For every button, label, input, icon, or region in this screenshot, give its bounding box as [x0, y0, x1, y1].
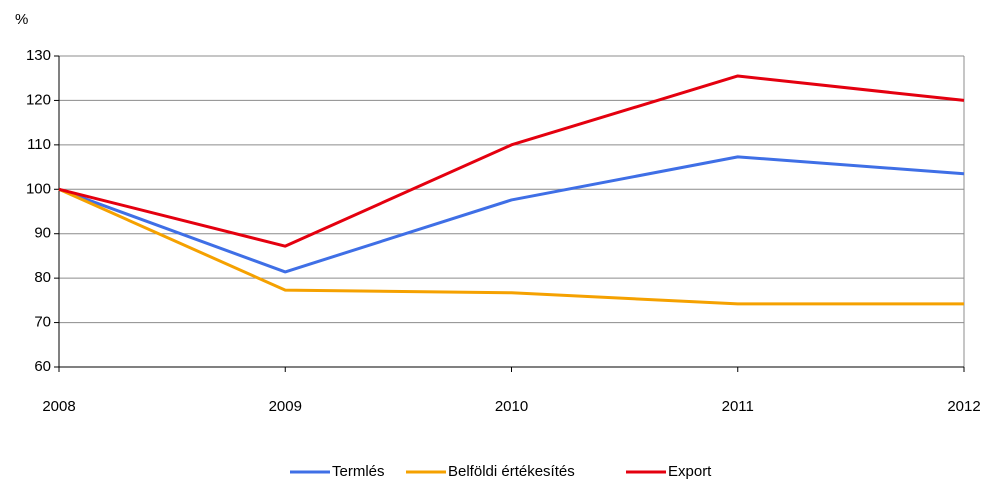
- y-tick-label: 80: [34, 269, 51, 286]
- legend-label: Termlés: [332, 463, 385, 480]
- series-line: [58, 74, 965, 248]
- x-tick-label: 2012: [947, 398, 980, 415]
- y-tick-label: 90: [34, 225, 51, 242]
- y-axis-label: %: [15, 11, 28, 28]
- y-tick-label: 60: [34, 358, 51, 375]
- series-line: [58, 155, 965, 274]
- y-tick-label: 100: [26, 180, 51, 197]
- x-tick-label: 2009: [269, 398, 302, 415]
- x-tick-label: 2010: [495, 398, 528, 415]
- y-tick-label: 130: [26, 47, 51, 64]
- y-tick-label: 110: [27, 136, 51, 153]
- y-tick-label: 120: [26, 91, 51, 108]
- x-tick-label: 2011: [722, 398, 754, 415]
- y-tick-label: 70: [34, 314, 51, 331]
- legend-label: Export: [668, 463, 712, 480]
- series-line: [58, 187, 964, 306]
- x-tick-label: 2008: [42, 398, 75, 415]
- legend-label: Belföldi értékesítés: [448, 463, 575, 480]
